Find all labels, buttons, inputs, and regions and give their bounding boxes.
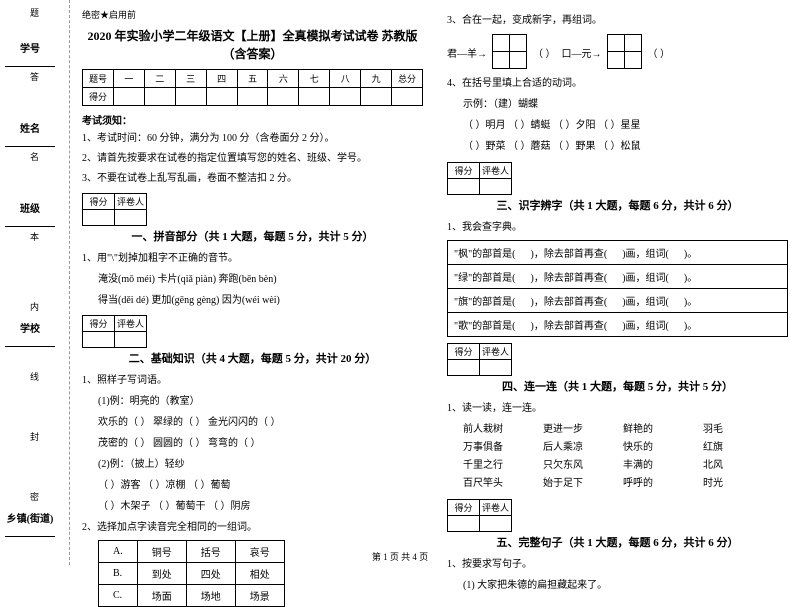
right-column: 3、合在一起，变成新字，再组词。 君—羊→ （ ） 口—元→ （ ） 4、在括号… [435,0,800,565]
compose-row: 君—羊→ （ ） 口—元→ （ ） [447,35,788,69]
sec2-q4-ex: 示例：（建）蝴蝶 [447,96,788,113]
section-3-title: 三、识字辨字（共 1 大题，每题 6 分，共计 6 分） [447,197,788,213]
sec1-line1: 淹没(mō méi) 卡片(qiǎ piàn) 奔跑(bēn bèn) [82,271,423,288]
binding-field-4: 乡镇(街道) [0,510,60,539]
mini-score-1: 得分评卷人 [82,193,147,226]
lookup-table: "枫"的部首是( )，除去部首再查( )画，组词( )。 "绿"的部首是( )，… [447,240,788,337]
section-5-title: 五、完整句子（共 1 大题，每题 6 分，共计 6 分） [447,534,788,550]
sec4-q1: 1、读一读，连一连。 [447,400,788,417]
lookup-row-0: "枫"的部首是( )，除去部首再查( )画，组词( )。 [448,241,788,265]
compose-1-label: 君—羊→ [447,45,487,60]
mini-score-3: 得分评卷人 [447,162,512,195]
binding-field-3: 学校 [0,320,60,349]
lookup-row-1: "绿"的部首是( )，除去部首再查( )画，组词( )。 [448,265,788,289]
sec1-q1: 1、用"\"划掉加粗字不正确的音节。 [82,250,423,267]
paren-2: （ ） [648,45,671,60]
notice-2: 2、请首先按要求在试卷的指定位置填写您的姓名、班级、学号。 [82,151,423,167]
sec2-q1-l0: (1)例：明亮的（教室） [82,393,423,410]
sec2-q3: 3、合在一起，变成新字，再组词。 [447,12,788,29]
sec2-q2: 2、选择加点字读音完全相同的一组词。 [82,519,423,536]
lookup-row-3: "歌"的部首是( )，除去部首再查( )画，组词( )。 [448,313,788,337]
binding-mark-6: 密 [30,490,39,503]
left-column: 绝密★启用前 2020 年实验小学二年级语文【上册】全真模拟考试试卷 苏教版（含… [70,0,435,565]
binding-mark-1: 名 [30,150,39,163]
secret-label: 绝密★启用前 [82,8,423,21]
mini-score-4: 得分评卷人 [447,343,512,376]
section-4-title: 四、连一连（共 1 大题，每题 5 分，共计 5 分） [447,378,788,394]
match-block: 前人栽树更进一步鲜艳的羽毛 万事俱备后人乘凉快乐的红旗 千里之行只欠东风丰满的北… [447,421,788,493]
binding-mark-5: 封 [30,430,39,443]
sec1-line2: 得当(děi dé) 更加(gēng gèng) 因为(wéi wèi) [82,292,423,309]
sec2-q1-l1: 欢乐的（ ） 翠绿的（ ） 金光闪闪的（ ） [82,414,423,431]
grid-box-1 [493,35,527,69]
sec2-q1-l2: 茂密的（ ） 圆圆的（ ） 弯弯的（ ） [82,435,423,452]
sec2-q1-l5: （ ）木架子 （ ）葡萄干 （ ）阴房 [82,498,423,515]
exam-title: 2020 年实验小学二年级语文【上册】全真模拟考试试卷 苏教版（含答案） [82,27,423,63]
binding-mark-4: 线 [30,370,39,383]
mini-score-5: 得分评卷人 [447,499,512,532]
score-value-row: 得分 [83,88,423,106]
binding-mark-0: 答 [30,70,39,83]
section-1-title: 一、拼音部分（共 1 大题，每题 5 分，共计 5 分） [82,228,423,244]
paren-1: （ ） [533,45,556,60]
sec2-q1: 1、照样子写词语。 [82,372,423,389]
binding-field-1: 姓名 [0,120,60,149]
binding-field-2: 班级 [0,200,60,229]
compose-2-label: 口—元→ [562,45,602,60]
page-container: 题 学号 答 姓名 名 班级 本 内 学校 线 封 密 乡镇(街道) 绝密★启用… [0,0,800,565]
lookup-row-2: "旗"的部首是( )，除去部首再查( )画，组词( )。 [448,289,788,313]
sec5-q1a: (1) 大家把朱德的扁担藏起来了。 [447,577,788,594]
section-2-title: 二、基础知识（共 4 大题，每题 5 分，共计 20 分） [82,350,423,366]
page-footer: 第 1 页 共 4 页 [0,550,800,563]
binding-field-0: 学号 [0,40,60,69]
score-header-row: 题号一二三四五六七八九总分 [83,70,423,88]
binding-top: 题 [30,6,39,19]
notice-1: 1、考试时间：60 分钟，满分为 100 分（含卷面分 2 分）。 [82,131,423,147]
sec2-q4: 4、在括号里填上合适的动词。 [447,75,788,92]
grid-box-2 [608,35,642,69]
mini-score-2: 得分评卷人 [82,315,147,348]
binding-margin: 题 学号 答 姓名 名 班级 本 内 学校 线 封 密 乡镇(街道) [0,0,70,565]
notice-heading: 考试须知： [82,112,423,127]
sec2-q1-l4: （ ）游客 （ ）凉棚 （ ）葡萄 [82,477,423,494]
notice-3: 3、不要在试卷上乱写乱画，卷面不整洁扣 2 分。 [82,171,423,187]
binding-mark-3: 内 [30,300,39,313]
sec2-q4-l0: （ ）明月 （ ）蜻蜓 （ ）夕阳 （ ）星星 [447,117,788,135]
sec2-q1-l3: (2)例：（披上）轻纱 [82,456,423,473]
sec3-q1: 1、我会查字典。 [447,219,788,236]
sec2-q4-l1: （ ）野菜 （ ）蘑菇 （ ）野果 （ ）松鼠 [447,138,788,156]
binding-mark-2: 本 [30,230,39,243]
score-table: 题号一二三四五六七八九总分 得分 [82,69,423,106]
